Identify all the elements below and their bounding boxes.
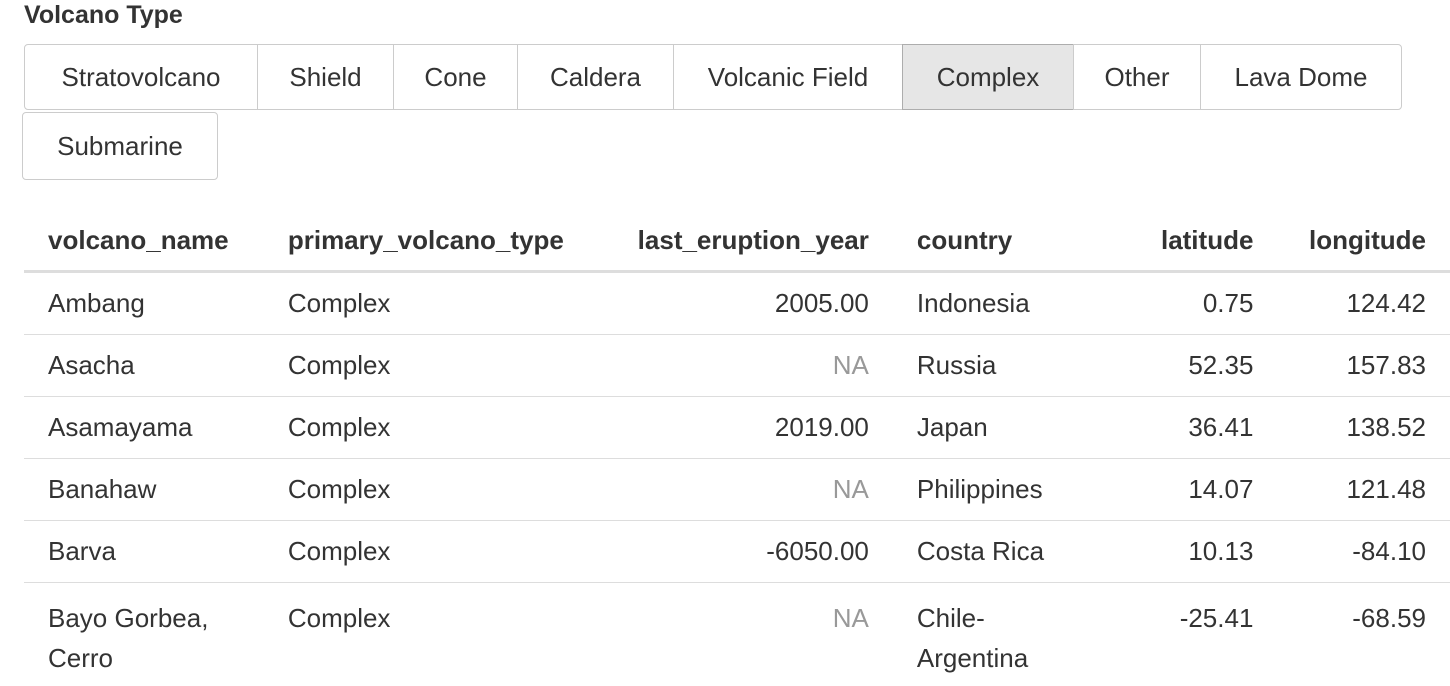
filter-button-caldera[interactable]: Caldera: [517, 44, 674, 110]
cell-latitude: -25.41: [1108, 582, 1278, 686]
cell-country: Costa Rica: [892, 520, 1109, 583]
column-header-latitude[interactable]: latitude: [1108, 210, 1278, 273]
cell-longitude: 124.42: [1277, 271, 1450, 335]
filter-button-stratovolcano[interactable]: Stratovolcano: [24, 44, 258, 110]
cell-country: Russia: [892, 334, 1109, 397]
cell-country: Indonesia: [892, 271, 1109, 335]
filter-button-complex[interactable]: Complex: [902, 44, 1074, 110]
cell-primary-volcano-type: Complex: [263, 582, 603, 686]
table-row: Barva Complex -6050.00 Costa Rica 10.13 …: [24, 520, 1450, 583]
column-header-volcano-name[interactable]: volcano_name: [24, 210, 264, 273]
cell-last-eruption-year: NA: [602, 334, 893, 397]
cell-longitude: -68.59: [1277, 582, 1450, 686]
filter-button-cone[interactable]: Cone: [393, 44, 518, 110]
table-row: Asacha Complex NA Russia 52.35 157.83: [24, 334, 1450, 397]
column-header-country[interactable]: country: [892, 210, 1109, 273]
cell-last-eruption-year: -6050.00: [602, 520, 893, 583]
filter-button-volcanic-field[interactable]: Volcanic Field: [673, 44, 903, 110]
cell-country: Japan: [892, 396, 1109, 459]
column-header-last-eruption-year[interactable]: last_eruption_year: [602, 210, 893, 273]
cell-country: Chile-Argentina: [892, 582, 1109, 686]
cell-last-eruption-year: NA: [602, 582, 893, 686]
cell-primary-volcano-type: Complex: [263, 520, 603, 583]
table-header-row: volcano_name primary_volcano_type last_e…: [24, 210, 1450, 273]
cell-last-eruption-year: NA: [602, 458, 893, 521]
cell-last-eruption-year: 2005.00: [602, 271, 893, 335]
cell-volcano-name: Bayo Gorbea, Cerro: [24, 582, 264, 686]
cell-volcano-name: Asacha: [24, 334, 264, 397]
cell-latitude: 14.07: [1108, 458, 1278, 521]
cell-last-eruption-year: 2019.00: [602, 396, 893, 459]
table-row: Banahaw Complex NA Philippines 14.07 121…: [24, 458, 1450, 521]
cell-latitude: 52.35: [1108, 334, 1278, 397]
table-row: Bayo Gorbea, Cerro Complex NA Chile-Arge…: [24, 582, 1450, 686]
cell-latitude: 36.41: [1108, 396, 1278, 459]
cell-volcano-name: Banahaw: [24, 458, 264, 521]
cell-longitude: 121.48: [1277, 458, 1450, 521]
volcano-table: volcano_name primary_volcano_type last_e…: [24, 210, 1450, 686]
cell-primary-volcano-type: Complex: [263, 334, 603, 397]
table-row: Asamayama Complex 2019.00 Japan 36.41 13…: [24, 396, 1450, 459]
cell-volcano-name: Asamayama: [24, 396, 264, 459]
cell-latitude: 10.13: [1108, 520, 1278, 583]
table-row: Ambang Complex 2005.00 Indonesia 0.75 12…: [24, 271, 1450, 335]
cell-longitude: 138.52: [1277, 396, 1450, 459]
cell-volcano-name: Barva: [24, 520, 264, 583]
cell-primary-volcano-type: Complex: [263, 396, 603, 459]
cell-country: Philippines: [892, 458, 1109, 521]
volcano-type-label: Volcano Type: [24, 1, 183, 29]
filter-button-shield[interactable]: Shield: [257, 44, 394, 110]
column-header-primary-volcano-type[interactable]: primary_volcano_type: [263, 210, 603, 273]
cell-latitude: 0.75: [1108, 271, 1278, 335]
filter-button-lava-dome[interactable]: Lava Dome: [1200, 44, 1402, 110]
filter-button-submarine[interactable]: Submarine: [22, 112, 218, 180]
filter-button-other[interactable]: Other: [1073, 44, 1201, 110]
column-header-longitude[interactable]: longitude: [1277, 210, 1450, 273]
cell-primary-volcano-type: Complex: [263, 458, 603, 521]
cell-primary-volcano-type: Complex: [263, 271, 603, 335]
cell-longitude: -84.10: [1277, 520, 1450, 583]
cell-longitude: 157.83: [1277, 334, 1450, 397]
cell-volcano-name: Ambang: [24, 271, 264, 335]
